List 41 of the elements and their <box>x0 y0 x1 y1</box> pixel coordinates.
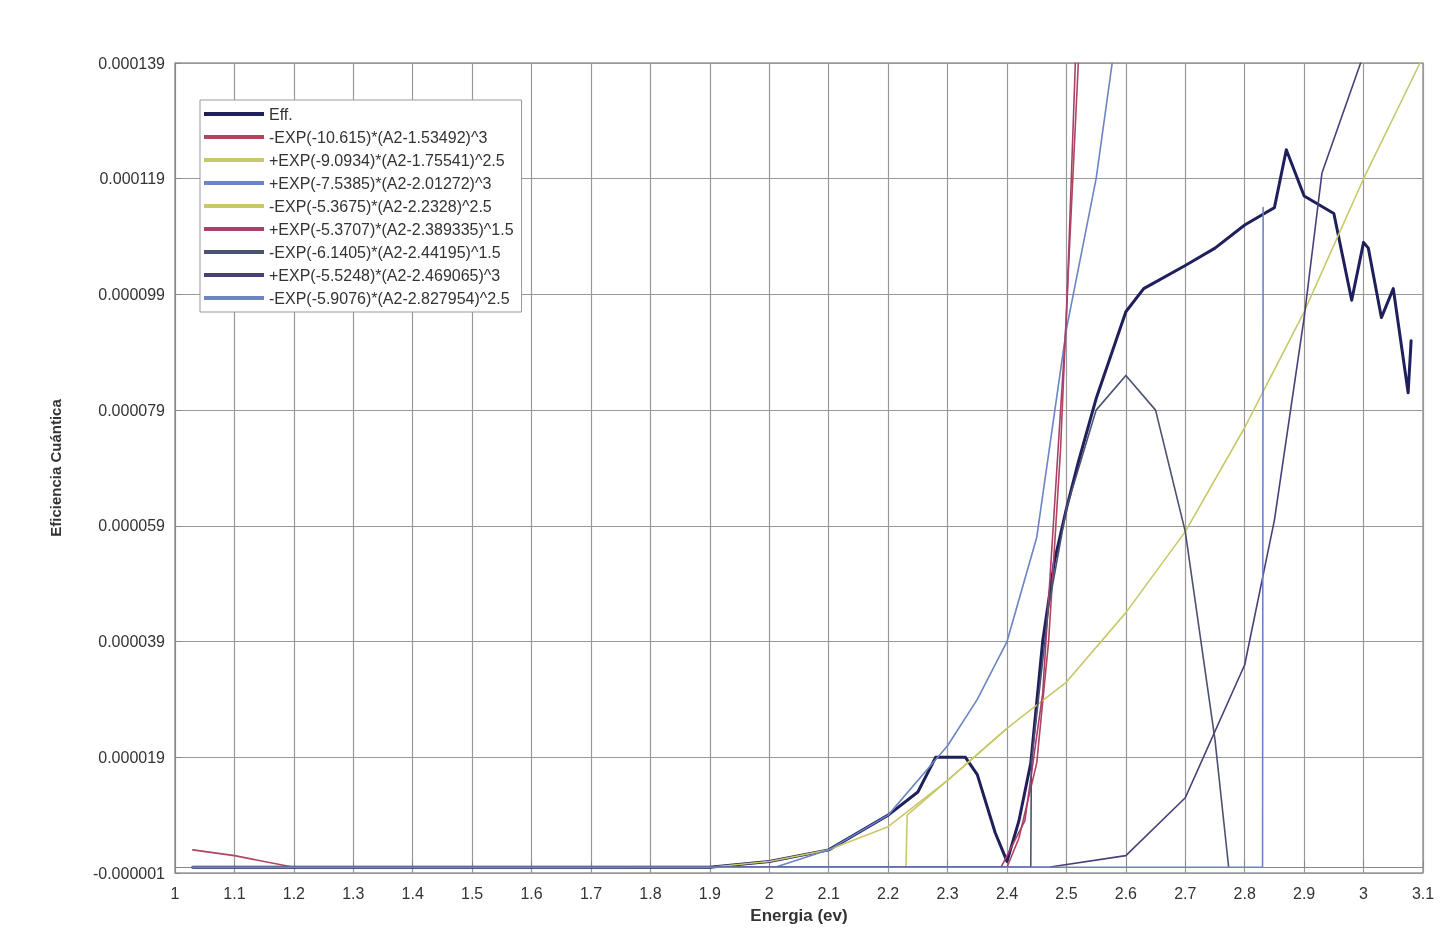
y-tick-label: 0.000139 <box>98 54 166 72</box>
x-tick-label: 2.6 <box>1114 884 1138 902</box>
x-tick-label: 2 <box>764 884 774 902</box>
x-tick-label: 1.7 <box>579 884 603 902</box>
legend-label: -EXP(-10.615)*(A2-1.53492)^3 <box>269 128 488 146</box>
x-tick-label: 2.5 <box>1055 884 1078 902</box>
legend-label: -EXP(-5.9076)*(A2-2.827954)^2.5 <box>269 289 510 307</box>
y-tick-label: 0.000059 <box>98 517 166 535</box>
x-tick-label: 2.4 <box>995 884 1019 902</box>
legend-label: Eff. <box>269 105 293 123</box>
legend-label: +EXP(-5.5248)*(A2-2.469065)^3 <box>269 266 501 284</box>
x-tick-label: 1 <box>170 884 180 902</box>
x-tick-label: 2.2 <box>877 884 900 902</box>
y-axis-title: Eficiencia Cuántica <box>47 398 64 537</box>
y-tick-label: -0.000001 <box>92 864 166 882</box>
y-tick-label: 0.000039 <box>98 633 166 651</box>
x-tick-label: 2.3 <box>936 884 959 902</box>
y-tick-label: 0.000019 <box>98 748 166 766</box>
x-tick-label: 3.1 <box>1411 884 1435 902</box>
y-tick-label: 0.000079 <box>98 401 166 419</box>
y-tick-label: 0.000099 <box>98 285 166 303</box>
x-axis-title: Energia (ev) <box>750 906 848 925</box>
x-tick-label: 2.8 <box>1233 884 1256 902</box>
y-tick-label: 0.000119 <box>99 170 166 188</box>
x-tick-label: 1.5 <box>461 884 484 902</box>
x-tick-label: 1.1 <box>223 884 246 902</box>
x-tick-label: 2.7 <box>1174 884 1197 902</box>
x-tick-label: 1.4 <box>401 884 424 902</box>
x-tick-label: 1.9 <box>698 884 722 902</box>
legend-label: +EXP(-7.5385)*(A2-2.01272)^3 <box>269 174 492 192</box>
x-tick-label: 3 <box>1359 884 1369 902</box>
x-tick-label: 1.6 <box>520 884 543 902</box>
x-tick-label: 1.3 <box>342 884 365 902</box>
x-tick-label: 1.2 <box>282 884 306 902</box>
legend-label: -EXP(-5.3675)*(A2-2.2328)^2.5 <box>269 197 492 215</box>
x-tick-label: 1.8 <box>639 884 662 902</box>
x-tick-label: 2.1 <box>817 884 840 902</box>
legend-label: +EXP(-9.0934)*(A2-1.75541)^2.5 <box>269 151 505 169</box>
legend-label: -EXP(-6.1405)*(A2-2.44195)^1.5 <box>269 243 501 261</box>
x-tick-label: 2.9 <box>1293 884 1316 902</box>
legend-label: +EXP(-5.3707)*(A2-2.389335)^1.5 <box>269 220 514 238</box>
